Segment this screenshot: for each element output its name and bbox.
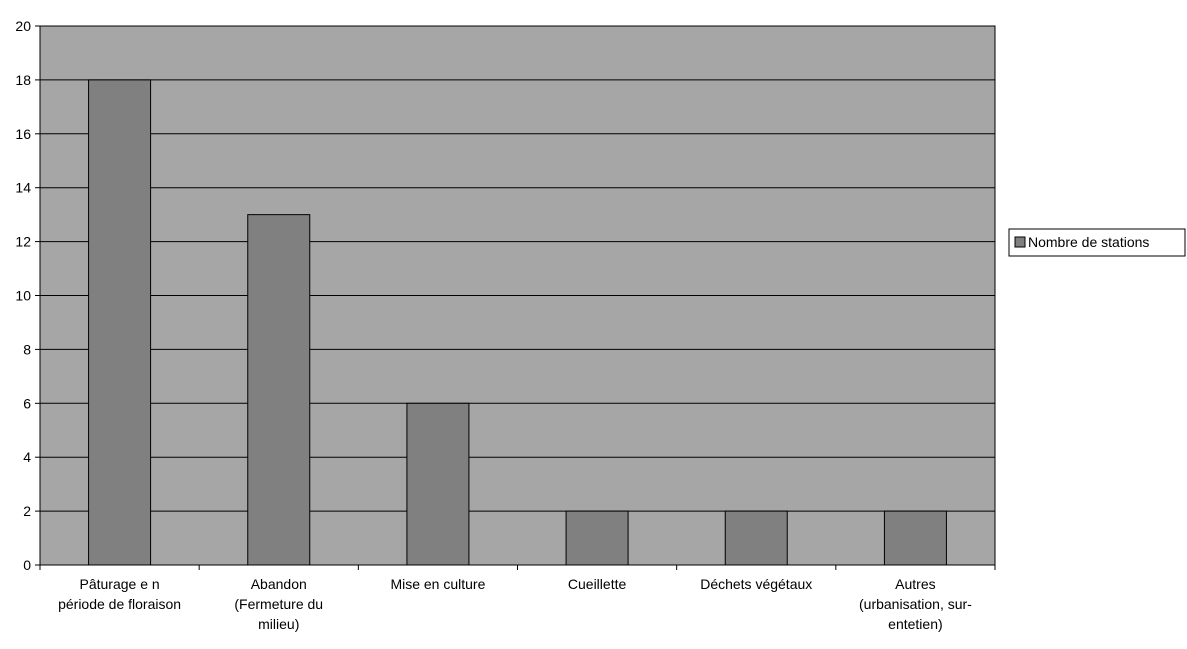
legend: Nombre de stations (1008, 228, 1186, 257)
bar (565, 510, 629, 566)
x-tick-label: Mise en culture (390, 576, 485, 592)
legend-swatch (1014, 236, 1026, 248)
bar (724, 510, 788, 566)
bar (247, 214, 311, 566)
y-tick-label: 14 (15, 180, 31, 196)
y-tick-label: 6 (23, 395, 31, 411)
legend-box (1008, 228, 1186, 257)
bar (88, 79, 152, 566)
x-tick-label: Pâturage e n période de floraison (58, 576, 181, 612)
x-tick-label: Déchets végétaux (700, 576, 812, 592)
bar (883, 510, 947, 566)
y-tick-labels: 0 2 4 6 8 10 12 14 16 18 20 (15, 18, 40, 573)
x-tick-labels: Pâturage e n période de floraison Abandon(… (39, 565, 996, 632)
bars (88, 79, 947, 566)
y-tick-label: 18 (15, 72, 31, 88)
x-tick-label: Abandon (Fermeture du milieu) (234, 576, 323, 632)
x-tick-label: Cueillette (568, 576, 627, 592)
y-tick-label: 4 (23, 449, 31, 465)
y-tick-label: 10 (15, 288, 31, 304)
x-tick-label: Autres (urbanisation, sur-entetien) (859, 576, 972, 632)
y-tick-label: 20 (15, 18, 31, 34)
y-tick-label: 16 (15, 126, 31, 142)
bar (406, 402, 470, 566)
legend-label: Nombre de stations (1028, 234, 1149, 250)
y-tick-label: 12 (15, 234, 31, 250)
y-tick-label: 8 (23, 341, 31, 357)
gridlines (40, 79, 995, 512)
y-tick-label: 0 (23, 557, 31, 573)
y-tick-label: 2 (23, 503, 31, 519)
